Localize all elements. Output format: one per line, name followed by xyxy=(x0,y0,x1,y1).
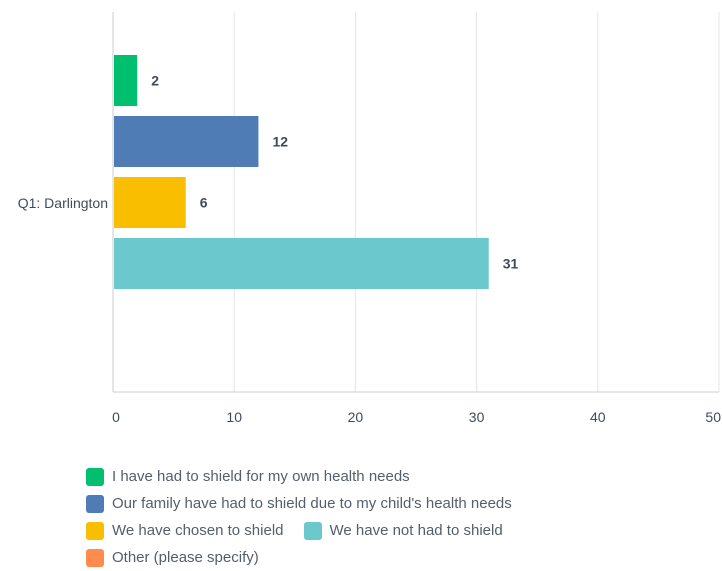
bar-value-label: 31 xyxy=(503,256,519,272)
bar-value-label: 12 xyxy=(272,134,288,150)
legend-swatch xyxy=(86,521,104,540)
x-tick-label: 0 xyxy=(112,409,120,425)
legend-swatch xyxy=(86,548,104,567)
legend: I have had to shield for my own health n… xyxy=(86,463,716,571)
bar[interactable] xyxy=(114,238,489,289)
legend-swatch xyxy=(86,467,104,486)
legend-label: We have not had to shield xyxy=(329,522,503,539)
bar-value-label: 2 xyxy=(151,73,159,89)
x-tick-label: 30 xyxy=(469,409,485,425)
x-tick-label: 10 xyxy=(226,409,242,425)
legend-item-other[interactable]: Other (please specify) xyxy=(86,548,259,567)
legend-item-own-health[interactable]: I have had to shield for my own health n… xyxy=(86,467,410,486)
legend-item-not-shield[interactable]: We have not had to shield xyxy=(303,521,503,540)
category-label: Q1: Darlington xyxy=(18,195,108,211)
x-tick-label: 50 xyxy=(705,409,721,425)
bar[interactable] xyxy=(114,55,138,106)
legend-item-chosen[interactable]: We have chosen to shield xyxy=(86,521,284,540)
bar[interactable] xyxy=(114,177,186,228)
bar-value-label: 6 xyxy=(200,195,208,211)
x-tick-label: 40 xyxy=(590,409,606,425)
legend-label: I have had to shield for my own health n… xyxy=(112,468,410,485)
legend-item-child-health[interactable]: Our family have had to shield due to my … xyxy=(86,494,512,513)
legend-swatch xyxy=(303,521,322,540)
gridlines xyxy=(112,12,720,393)
legend-label: Other (please specify) xyxy=(112,549,259,566)
bars: 2 12 6 31 xyxy=(114,55,519,289)
x-tick-label: 20 xyxy=(348,409,364,425)
x-axis-ticks: 0 10 20 30 40 50 xyxy=(112,409,721,425)
legend-label: We have chosen to shield xyxy=(112,522,284,539)
legend-swatch xyxy=(86,494,104,513)
bar[interactable] xyxy=(114,116,259,167)
legend-label: Our family have had to shield due to my … xyxy=(112,495,512,512)
